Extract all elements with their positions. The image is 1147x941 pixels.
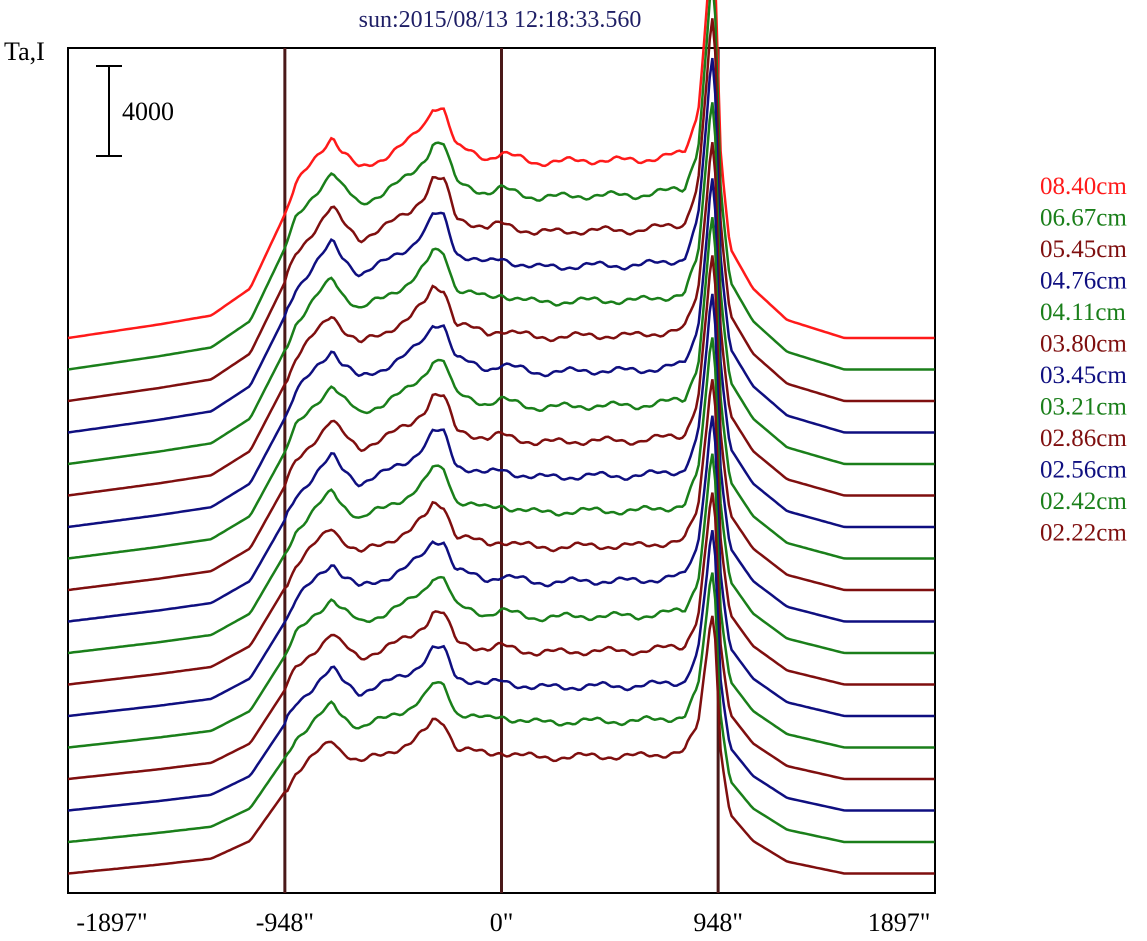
x-tick-label-4: 1897" <box>868 908 931 937</box>
series-line-12 <box>67 379 935 686</box>
series-line-11 <box>67 337 935 655</box>
series-line-7 <box>67 178 935 529</box>
series-line-13 <box>67 415 935 718</box>
legend-entry-5: 03.80cm <box>1040 331 1127 358</box>
legend-entry-7: 03.21cm <box>1040 394 1127 421</box>
legend-entry-0: 08.40cm <box>1040 173 1127 200</box>
legend-entry-1: 06.67cm <box>1040 205 1127 232</box>
x-tick-label-1: -948" <box>256 908 314 937</box>
legend-entry-9: 02.56cm <box>1040 457 1127 484</box>
series-line-18 <box>67 615 935 875</box>
series-line-6 <box>67 142 935 497</box>
chart-title: sun:2015/08/13 12:18:33.560 <box>359 7 642 33</box>
series-line-17 <box>67 572 935 844</box>
legend: 08.40cm 06.67cm 05.45cm 04.76cm 04.11cm 03.80… <box>1040 173 1127 547</box>
series-line-4 <box>67 57 935 434</box>
y-axis-label: Ta,I <box>4 37 45 66</box>
series-line-1 <box>67 0 935 340</box>
legend-entry-10: 02.42cm <box>1040 488 1127 515</box>
x-tick-label-2: 0" <box>490 908 514 937</box>
x-tick-labels: -1897" -948" 0" 948" 1897" <box>76 908 930 937</box>
series-line-8 <box>67 217 935 560</box>
series-line-15 <box>67 492 935 781</box>
x-tick-label-0: -1897" <box>76 908 147 937</box>
traces <box>67 0 935 875</box>
legend-entry-4: 04.11cm <box>1040 299 1126 326</box>
series-line-9 <box>67 255 935 592</box>
scale-bar-label: 4000 <box>122 97 174 126</box>
series-line-14 <box>67 453 935 749</box>
series-line-5 <box>67 102 935 466</box>
legend-entry-3: 04.76cm <box>1040 268 1127 295</box>
x-tick-label-3: 948" <box>693 908 743 937</box>
series-line-2 <box>67 0 935 371</box>
series-line-3 <box>67 18 935 403</box>
legend-entry-6: 03.45cm <box>1040 362 1127 389</box>
series-line-10 <box>67 293 935 623</box>
scale-bar: 4000 <box>96 65 174 157</box>
legend-entry-2: 05.45cm <box>1040 236 1127 263</box>
legend-entry-8: 02.86cm <box>1040 425 1127 452</box>
legend-entry-11: 02.22cm <box>1040 520 1127 547</box>
series-line-16 <box>67 529 935 812</box>
